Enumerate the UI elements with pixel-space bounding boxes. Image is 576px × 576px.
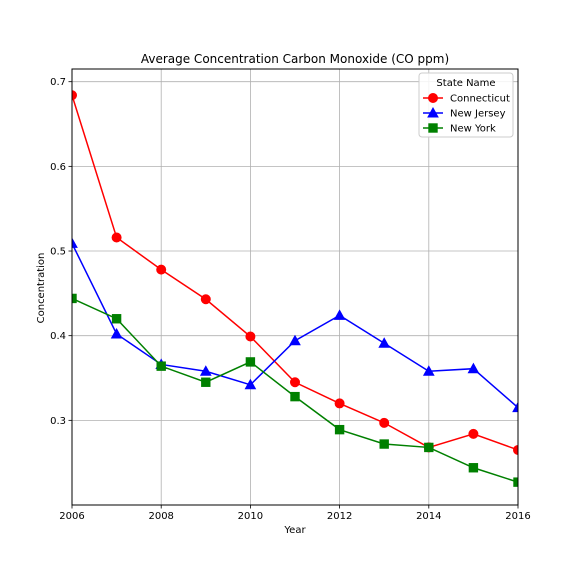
x-tick-label: 2016 bbox=[505, 511, 530, 522]
data-point-connecticut bbox=[379, 417, 390, 428]
data-point-connecticut bbox=[111, 232, 122, 243]
x-tick-label: 2012 bbox=[327, 511, 352, 522]
x-tick-label: 2014 bbox=[416, 511, 441, 522]
legend-marker bbox=[427, 106, 439, 118]
data-point-new-jersey bbox=[378, 337, 391, 348]
data-point-new-york bbox=[379, 439, 389, 449]
x-tick-label: 2006 bbox=[59, 511, 84, 522]
axes: 2006 2008 2010 2012 2014 2016 0.3 0.4 0.5 0.6 0.7 bbox=[50, 77, 531, 522]
y-tick-label: 0.7 bbox=[50, 77, 66, 88]
data-point-new-jersey bbox=[110, 327, 123, 339]
legend-label: New Jersey bbox=[450, 109, 506, 120]
y-tick-label: 0.4 bbox=[50, 331, 66, 342]
data-point-connecticut bbox=[334, 398, 345, 409]
legend-title: State Name bbox=[436, 78, 495, 89]
legend: State Name Connecticut New Jersey New York bbox=[418, 72, 514, 138]
legend-entry-new-jersey: New Jersey bbox=[423, 106, 506, 120]
legend-marker bbox=[428, 93, 438, 103]
x-tick-label: 2008 bbox=[148, 511, 173, 522]
legend-entries: Connecticut New Jersey New York bbox=[423, 93, 510, 135]
data-point-new-jersey bbox=[512, 401, 518, 413]
data-point-new-jersey bbox=[72, 237, 78, 248]
y-tick-label: 0.6 bbox=[50, 162, 66, 173]
x-axis-label: Year bbox=[283, 525, 306, 536]
data-point-connecticut bbox=[468, 428, 479, 439]
series-area bbox=[72, 90, 518, 487]
data-point-connecticut bbox=[72, 90, 77, 101]
series-new-york bbox=[72, 293, 518, 487]
y-tick-label: 0.3 bbox=[50, 416, 66, 427]
legend-marker bbox=[428, 123, 438, 133]
data-point-new-york bbox=[334, 424, 345, 435]
data-point-new-jersey bbox=[199, 365, 212, 376]
data-point-connecticut bbox=[513, 444, 518, 455]
y-axis-label: Concentration bbox=[36, 253, 47, 324]
data-point-new-jersey bbox=[333, 309, 346, 320]
data-point-new-york bbox=[111, 314, 122, 324]
data-point-new-york bbox=[424, 442, 434, 453]
chart-title: Average Concentration Carbon Monoxide (C… bbox=[141, 52, 449, 66]
legend-label: Connecticut bbox=[450, 94, 510, 105]
legend-entry-new-york: New York bbox=[423, 123, 496, 135]
data-point-new-jersey bbox=[289, 334, 301, 346]
legend-box bbox=[418, 72, 514, 138]
data-point-connecticut bbox=[200, 294, 211, 305]
data-point-connecticut bbox=[245, 331, 256, 342]
data-point-new-jersey bbox=[244, 378, 257, 390]
data-point-connecticut bbox=[290, 377, 300, 388]
data-point-new-york bbox=[290, 391, 300, 402]
data-point-new-york bbox=[468, 463, 479, 473]
legend-label: New York bbox=[450, 124, 496, 135]
data-point-new-york bbox=[201, 377, 211, 387]
data-point-connecticut bbox=[156, 264, 167, 275]
plot-frame bbox=[71, 68, 519, 506]
data-point-new-york bbox=[156, 361, 166, 371]
series-new-jersey bbox=[72, 237, 518, 413]
data-point-new-jersey bbox=[422, 365, 435, 376]
data-point-new-york bbox=[245, 357, 256, 367]
legend-entry-connecticut: Connecticut bbox=[423, 93, 510, 105]
x-tick-label: 2010 bbox=[238, 511, 263, 522]
data-point-new-jersey bbox=[467, 362, 480, 374]
y-tick-label: 0.5 bbox=[50, 247, 66, 258]
